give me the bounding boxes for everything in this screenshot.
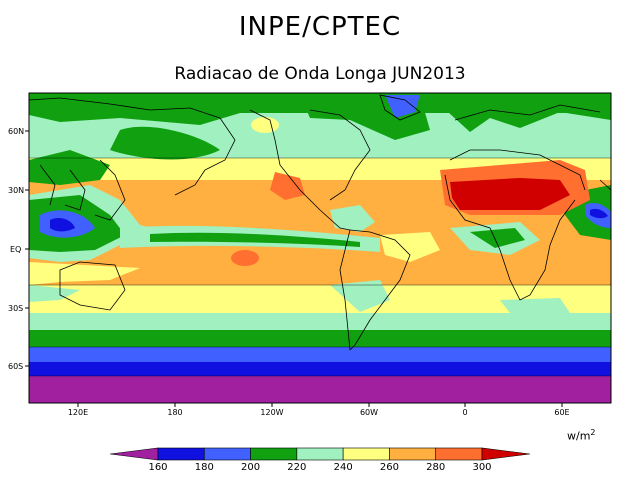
lon-label-60e: 60E — [554, 408, 569, 417]
colorbar-segment — [389, 447, 437, 461]
patch-australia-mint — [29, 285, 80, 302]
map-title: INPE/CPTEC — [238, 12, 402, 42]
colorbar-tick-label: 260 — [380, 462, 399, 473]
colorbar-segment — [435, 447, 483, 461]
coast-arabia — [559, 164, 586, 191]
coast-japan — [174, 169, 206, 196]
lon-label-60w: 60W — [360, 408, 378, 417]
band-antarctic-purple — [29, 376, 611, 403]
coast-kamchatka — [204, 117, 236, 171]
colorbar-segment — [157, 447, 205, 461]
patch-amazon-yellow — [380, 232, 440, 262]
colorbar-tick-label: 240 — [334, 462, 353, 473]
coast-europe-north — [454, 104, 601, 121]
patch-alaska-yellow — [251, 117, 279, 133]
colorbar-segment — [203, 447, 251, 461]
coast-india — [39, 164, 56, 206]
colorbar-tick-label: 220 — [287, 462, 306, 473]
patch-south-indian-yellow — [29, 262, 140, 285]
patch-pacific-green — [110, 126, 220, 160]
lat-label-60n: 60N — [8, 127, 24, 136]
lon-label-180: 180 — [167, 408, 182, 417]
coast-south-asia — [599, 179, 611, 191]
patch-maritime-darkblue — [50, 217, 75, 232]
lat-label-30n: 30N — [8, 186, 24, 195]
patch-africa-green — [470, 228, 525, 248]
colorbar-tick-label: 160 — [148, 462, 167, 473]
lat-label-60s: 60S — [8, 362, 23, 371]
colorbar-tick-label: 200 — [241, 462, 260, 473]
units-exponent: 2 — [590, 428, 596, 437]
colorbar-tick-label: 300 — [472, 462, 491, 473]
map-field — [29, 93, 611, 403]
coastlines — [29, 94, 611, 351]
coast-south-america-east — [349, 229, 411, 351]
map-subtitle: Radiacao de Onda Longa JUN2013 — [174, 64, 466, 84]
hot-mexico — [270, 172, 305, 200]
lat-label-30s: 30S — [8, 304, 23, 313]
lon-label-120w: 120W — [260, 408, 283, 417]
hot-south-pacific — [231, 250, 259, 266]
coast-indochina — [64, 169, 86, 211]
lat-label-eq: EQ — [10, 245, 21, 254]
patch-greenland-blue — [385, 95, 420, 118]
colorbar-low-end — [109, 447, 159, 461]
contour-lines — [29, 157, 611, 377]
band-south-green — [29, 330, 611, 347]
coast-north-america-west — [249, 109, 351, 231]
patch-south-africa-mint — [500, 298, 570, 313]
coast-north-america-east — [309, 109, 371, 201]
itcz-pacific-green — [150, 232, 360, 247]
colorbar-segment — [342, 447, 390, 461]
patch-bengal-darkblue — [590, 208, 608, 219]
colorbar: 160 180 200 220 240 260 280 300 — [109, 447, 531, 473]
patch-south-america-mint — [330, 280, 390, 312]
coast-australia — [59, 261, 126, 311]
colorbar-high-end — [481, 447, 531, 461]
patch-central-america-mint — [330, 205, 375, 232]
patch-europe-green — [440, 95, 611, 132]
lon-axis — [77, 403, 563, 407]
lat-axis — [25, 130, 29, 367]
band-south-mint — [29, 313, 611, 330]
map-frame — [28, 92, 612, 404]
colorbar-tick-label: 180 — [195, 462, 214, 473]
colorbar-tick-label: 280 — [426, 462, 445, 473]
hot-sahara-core — [450, 178, 570, 210]
band-south-lightblue — [29, 347, 611, 362]
coast-mediterranean — [449, 149, 561, 166]
coast-greenland — [379, 94, 421, 121]
colorbar-segment — [296, 447, 344, 461]
coast-south-america-west — [339, 229, 351, 351]
colorbar-segment — [250, 447, 298, 461]
lon-label-0: 0 — [462, 408, 467, 417]
lon-label-120e: 120E — [68, 408, 88, 417]
coast-siberia — [29, 97, 221, 119]
units-base: w/m — [567, 429, 591, 443]
units-label: w/m2 — [567, 428, 596, 443]
coast-east-asia — [94, 159, 126, 221]
coast-africa — [444, 174, 576, 301]
patch-india-green — [29, 150, 110, 185]
band-south-blue — [29, 362, 611, 376]
